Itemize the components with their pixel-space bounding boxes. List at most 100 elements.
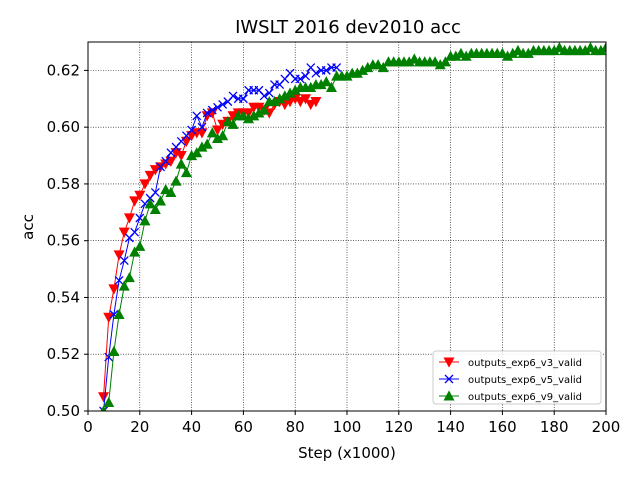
- series-group: [98, 42, 606, 411]
- data-point: [213, 102, 222, 112]
- data-point: [584, 42, 596, 53]
- data-point: [310, 97, 322, 108]
- data-point: [600, 42, 606, 53]
- data-point: [98, 392, 110, 403]
- data-point: [113, 250, 125, 261]
- data-point: [175, 150, 187, 162]
- data-point: [408, 53, 420, 64]
- legend-label: outputs_exp6_v3_valid: [468, 358, 582, 369]
- data-point: [439, 56, 451, 67]
- ticks: 0 20 40 60 80 100 120 140 160 180 200 0.50 0.52 0.54 0…: [47, 61, 621, 436]
- x-axis-label: Step (x1000): [298, 444, 396, 462]
- data-point: [294, 97, 306, 108]
- data-point: [206, 127, 218, 138]
- x-tick-label: 80: [286, 418, 305, 436]
- data-point: [305, 99, 317, 111]
- data-point: [211, 125, 224, 136]
- data-point: [259, 91, 269, 101]
- data-point: [187, 125, 197, 135]
- y-tick-label: 0.56: [47, 232, 80, 250]
- legend-label: outputs_exp6_v9_valid: [468, 392, 582, 403]
- data-point: [496, 47, 508, 58]
- data-point: [123, 213, 135, 224]
- chart-title: IWSLT 2016 dev2010 acc: [235, 17, 461, 38]
- x-tick-label: 200: [592, 418, 621, 436]
- data-point: [295, 74, 305, 84]
- data-point: [139, 179, 151, 190]
- data-point: [202, 108, 212, 118]
- legend-box: [432, 350, 602, 405]
- data-point: [455, 47, 467, 58]
- data-point: [108, 284, 120, 295]
- data-point: [222, 115, 234, 127]
- data-point: [155, 195, 167, 206]
- data-point: [108, 345, 120, 356]
- data-point: [301, 71, 311, 81]
- data-point: [320, 76, 332, 87]
- data-point: [377, 61, 389, 73]
- data-point: [129, 246, 141, 257]
- data-point: [227, 118, 239, 129]
- data-point: [207, 105, 217, 115]
- data-point: [114, 275, 124, 285]
- y-tick-label: 0.50: [47, 402, 80, 420]
- data-point: [134, 190, 146, 201]
- legend-label: outputs_exp6_v5_valid: [468, 375, 582, 386]
- data-point: [238, 94, 248, 104]
- x-tick-label: 40: [182, 418, 201, 436]
- data-point: [300, 94, 312, 105]
- data-point: [197, 122, 207, 132]
- legend-marker: [443, 357, 455, 368]
- data-point: [180, 166, 192, 178]
- data-point: [165, 186, 177, 197]
- series-line: [103, 66, 337, 411]
- data-point: [113, 308, 125, 320]
- data-point: [161, 156, 171, 166]
- x-tick-label: 180: [540, 418, 569, 436]
- grid: [88, 42, 606, 411]
- data-point: [123, 271, 135, 283]
- y-tick-label: 0.58: [47, 175, 80, 193]
- data-point: [196, 128, 208, 139]
- data-point: [160, 183, 172, 195]
- series-outputs_exp6_v9_valid: [100, 42, 606, 411]
- data-point: [264, 88, 274, 98]
- data-point: [311, 68, 321, 78]
- legend-marker: [444, 374, 454, 384]
- x-tick-label: 100: [333, 418, 362, 436]
- x-tick-label: 20: [130, 418, 149, 436]
- x-tick-label: 160: [488, 418, 517, 436]
- data-point: [130, 227, 140, 237]
- data-point: [129, 196, 141, 207]
- data-point: [553, 42, 565, 53]
- data-point: [217, 130, 229, 141]
- data-point: [372, 59, 384, 70]
- data-point: [192, 111, 202, 121]
- y-tick-label: 0.52: [47, 345, 80, 363]
- data-point: [144, 170, 156, 182]
- y-tick-label: 0.62: [47, 61, 80, 79]
- data-point: [218, 99, 228, 109]
- legend-marker: [443, 390, 455, 401]
- data-point: [103, 396, 115, 408]
- data-point: [170, 175, 182, 186]
- data-point: [119, 256, 129, 266]
- data-point: [134, 240, 146, 251]
- data-point: [149, 203, 161, 215]
- data-point: [118, 280, 130, 291]
- data-point: [258, 104, 270, 115]
- data-point: [325, 81, 337, 92]
- series-outputs_exp6_v5_valid: [99, 63, 342, 411]
- y-tick-label: 0.54: [47, 288, 80, 306]
- data-point: [237, 110, 249, 121]
- data-point: [201, 138, 213, 149]
- data-point: [512, 44, 524, 56]
- data-point: [99, 406, 108, 411]
- data-point: [175, 158, 187, 169]
- data-point: [332, 63, 342, 73]
- data-point: [150, 187, 160, 197]
- x-tick-label: 120: [384, 418, 413, 436]
- y-tick-label: 0.60: [47, 118, 80, 136]
- data-point: [321, 65, 331, 75]
